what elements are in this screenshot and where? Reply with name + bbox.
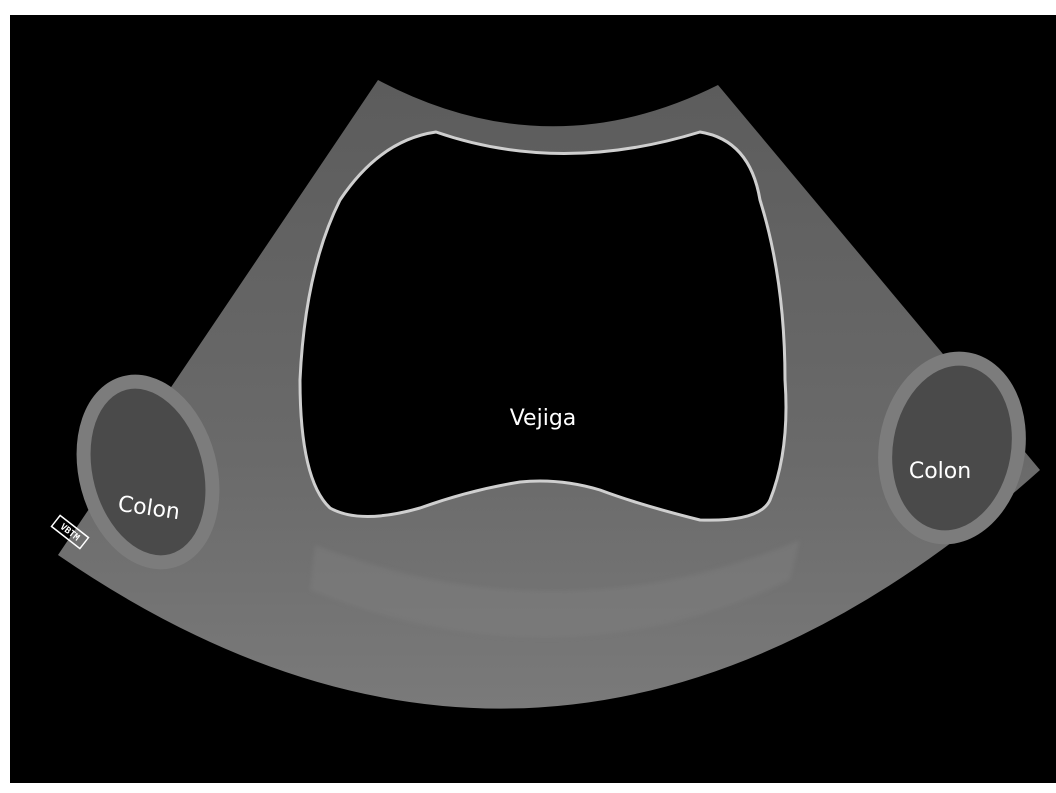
tissue-highlight bbox=[310, 540, 800, 638]
bladder bbox=[298, 130, 788, 522]
colon-label: Colon bbox=[909, 459, 971, 484]
colon-right bbox=[878, 351, 1026, 545]
watermark-box bbox=[50, 514, 90, 550]
bladder-label: Vejiga bbox=[510, 406, 577, 431]
colon-left bbox=[76, 374, 220, 570]
